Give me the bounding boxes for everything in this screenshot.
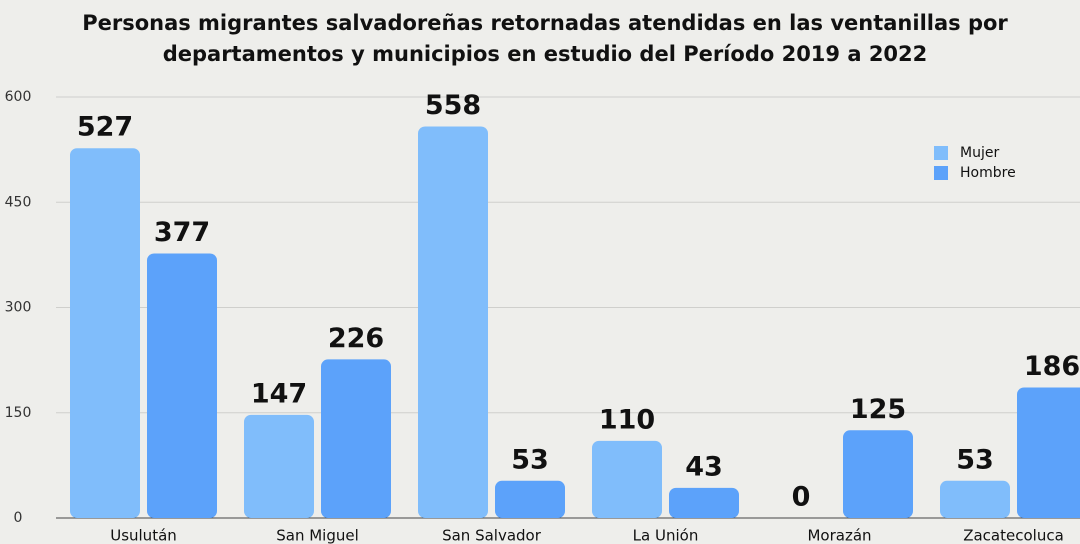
value-label: 0	[792, 482, 811, 513]
bar	[244, 414, 314, 518]
bar	[843, 430, 913, 518]
value-label: 147	[251, 378, 307, 409]
y-tick-label: 600	[5, 89, 32, 105]
legend-label: Mujer	[960, 145, 999, 161]
x-tick-label: Zacatecoluca	[963, 527, 1064, 544]
bar	[669, 487, 739, 518]
value-label: 110	[599, 404, 655, 435]
value-label: 53	[956, 444, 994, 475]
y-tick-label: 300	[5, 300, 32, 316]
bar	[418, 126, 488, 518]
bar	[321, 359, 391, 518]
value-label: 43	[685, 451, 723, 482]
x-tick-label: San Miguel	[276, 527, 359, 544]
y-tick-label: 450	[5, 194, 32, 210]
y-tick-label: 0	[14, 510, 23, 526]
bar	[70, 148, 140, 518]
bar	[1017, 387, 1080, 518]
value-label: 527	[77, 112, 133, 143]
value-label: 53	[511, 444, 549, 475]
value-label: 186	[1024, 351, 1080, 382]
x-tick-label: La Unión	[633, 527, 699, 544]
bar	[940, 480, 1010, 518]
value-label: 226	[328, 323, 384, 354]
y-tick-label: 150	[5, 405, 32, 421]
bar	[495, 480, 565, 518]
chart-title: Personas migrantes salvadoreñas retornad…	[82, 11, 1008, 35]
legend-label: Hombre	[960, 165, 1016, 181]
value-label: 125	[850, 394, 906, 425]
legend-swatch	[934, 146, 948, 160]
x-tick-label: Usulután	[110, 527, 177, 544]
x-tick-label: Morazán	[807, 527, 871, 544]
value-label: 377	[154, 217, 210, 248]
bar	[592, 440, 662, 518]
x-tick-label: San Salvador	[442, 527, 542, 544]
value-label: 558	[425, 90, 481, 121]
chart-title: departamentos y municipios en estudio de…	[163, 42, 928, 66]
bar	[147, 253, 217, 518]
legend-swatch	[934, 166, 948, 180]
